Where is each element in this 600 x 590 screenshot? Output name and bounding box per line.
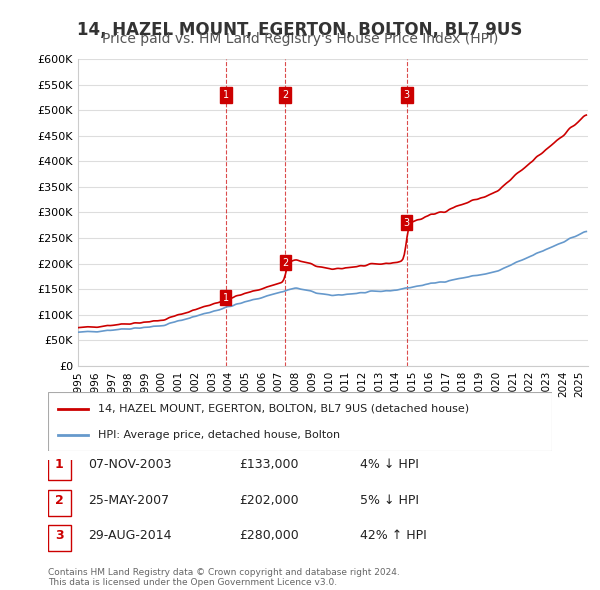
Text: 3: 3	[404, 90, 410, 100]
FancyBboxPatch shape	[48, 525, 71, 551]
FancyBboxPatch shape	[48, 392, 552, 451]
Text: 3: 3	[55, 529, 64, 542]
Text: 07-NOV-2003: 07-NOV-2003	[88, 458, 172, 471]
Text: 2: 2	[282, 90, 289, 100]
Text: Price paid vs. HM Land Registry's House Price Index (HPI): Price paid vs. HM Land Registry's House …	[102, 32, 498, 47]
FancyBboxPatch shape	[48, 490, 71, 516]
Text: 25-MAY-2007: 25-MAY-2007	[88, 494, 169, 507]
Text: 1: 1	[223, 90, 229, 100]
Text: 29-AUG-2014: 29-AUG-2014	[88, 529, 172, 542]
Text: 14, HAZEL MOUNT, EGERTON, BOLTON, BL7 9US: 14, HAZEL MOUNT, EGERTON, BOLTON, BL7 9U…	[77, 21, 523, 39]
Text: HPI: Average price, detached house, Bolton: HPI: Average price, detached house, Bolt…	[98, 430, 341, 440]
Text: 1: 1	[223, 293, 229, 303]
Text: 2: 2	[55, 494, 64, 507]
Text: 5% ↓ HPI: 5% ↓ HPI	[361, 494, 419, 507]
Text: £280,000: £280,000	[239, 529, 299, 542]
Text: Contains HM Land Registry data © Crown copyright and database right 2024.
This d: Contains HM Land Registry data © Crown c…	[48, 568, 400, 587]
FancyBboxPatch shape	[48, 454, 71, 480]
Text: 3: 3	[404, 218, 410, 228]
Text: 14, HAZEL MOUNT, EGERTON, BOLTON, BL7 9US (detached house): 14, HAZEL MOUNT, EGERTON, BOLTON, BL7 9U…	[98, 404, 470, 414]
Text: 4% ↓ HPI: 4% ↓ HPI	[361, 458, 419, 471]
Text: £133,000: £133,000	[239, 458, 299, 471]
Text: 1: 1	[55, 458, 64, 471]
Text: 42% ↑ HPI: 42% ↑ HPI	[361, 529, 427, 542]
Text: £202,000: £202,000	[239, 494, 299, 507]
Text: 2: 2	[282, 257, 289, 267]
